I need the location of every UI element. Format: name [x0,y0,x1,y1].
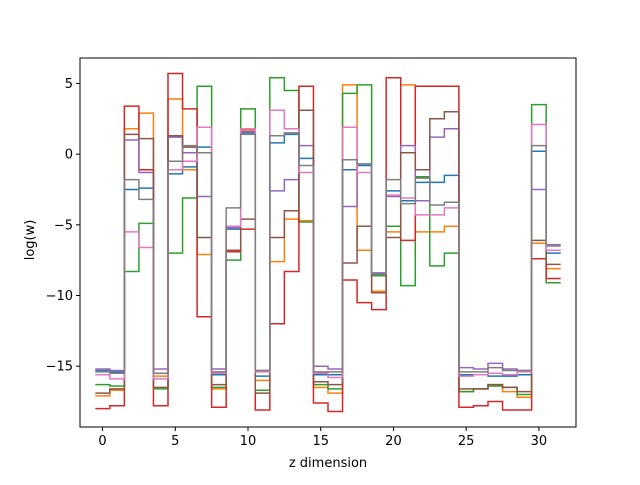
y-tick-label: −10 [46,289,73,304]
x-tick-label: 25 [458,434,475,449]
x-tick-label: 0 [98,434,106,449]
series-line-4 [95,72,561,413]
x-tick-label: 20 [385,434,402,449]
y-tick-label: 0 [65,148,73,163]
y-tick-label: 5 [65,77,73,92]
y-tick-label: −5 [54,218,73,233]
x-tick-label: 5 [171,434,179,449]
axes-layer: 0 5 10 15 20 25 30 −15 −10 −5 0 5 [46,57,577,449]
series-line-7 [95,109,561,380]
axes-frame [79,57,577,428]
y-tick-label: −15 [46,360,73,375]
x-tick-label: 30 [531,434,548,449]
series-line-8 [95,132,561,375]
series-layer [95,72,561,413]
x-tick-label: 10 [240,434,257,449]
y-axis-label: log(w) [23,220,38,261]
series-line-5 [95,127,561,372]
x-tick-label: 15 [312,434,329,449]
series-line-6 [95,109,561,394]
x-axis-label: z dimension [289,456,367,471]
